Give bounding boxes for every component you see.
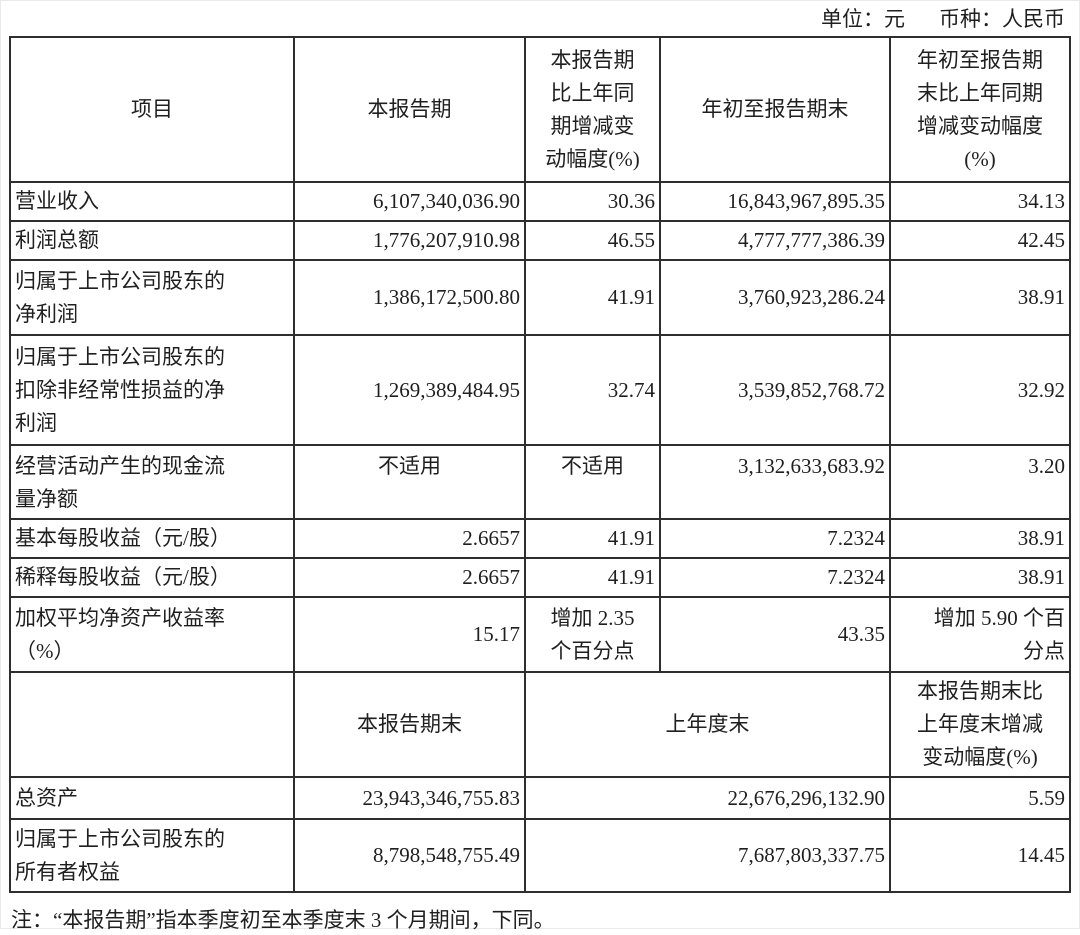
column-header-empty — [9, 671, 295, 778]
row-label: 稀释每股收益（元/股） — [9, 557, 295, 598]
row-label: 加权平均净资产收益率 （%） — [9, 596, 295, 673]
column-header-ytd: 年初至报告期末 — [659, 36, 891, 183]
unit-label: 单位：元 — [821, 7, 905, 31]
row-label: 营业收入 — [9, 181, 295, 222]
cell-value: 38.91 — [889, 518, 1071, 559]
cell-value: 1,776,207,910.98 — [293, 220, 526, 261]
cell-value: 2.6657 — [293, 518, 526, 559]
table-row: 基本每股收益（元/股） 2.6657 41.91 7.2324 38.91 — [9, 518, 1071, 559]
cell-value: 7,687,803,337.75 — [524, 818, 891, 893]
column-header-period-end-change: 本报告期末比 上年度末增减 变动幅度(%) — [889, 671, 1071, 778]
row-label: 归属于上市公司股东的 所有者权益 — [9, 818, 295, 893]
column-header-current-period: 本报告期 — [293, 36, 526, 183]
cell-value: 3,539,852,768.72 — [659, 334, 891, 446]
column-header-item: 项目 — [9, 36, 295, 183]
cell-value: 30.36 — [524, 181, 661, 222]
cell-value: 23,943,346,755.83 — [293, 776, 526, 820]
cell-value: 42.45 — [889, 220, 1071, 261]
cell-value: 增加 5.90 个百 分点 — [889, 596, 1071, 673]
table-row: 稀释每股收益（元/股） 2.6657 41.91 7.2324 38.91 — [9, 557, 1071, 598]
cell-value: 3.20 — [889, 444, 1071, 520]
cell-value: 1,386,172,500.80 — [293, 259, 526, 336]
cell-value: 14.45 — [889, 818, 1071, 893]
cell-value: 22,676,296,132.90 — [524, 776, 891, 820]
cell-value: 4,777,777,386.39 — [659, 220, 891, 261]
row-label: 归属于上市公司股东的 扣除非经常性损益的净 利润 — [9, 334, 295, 446]
cell-value: 41.91 — [524, 259, 661, 336]
cell-value: 46.55 — [524, 220, 661, 261]
cell-value: 增加 2.35 个百分点 — [524, 596, 661, 673]
cell-value: 43.35 — [659, 596, 891, 673]
cell-value: 15.17 — [293, 596, 526, 673]
row-label: 经营活动产生的现金流 量净额 — [9, 444, 295, 520]
table-header-row-1: 项目 本报告期 本报告期 比上年同 期增减变 动幅度(%) 年初至报告期末 年初… — [9, 36, 1071, 183]
cell-value: 5.59 — [889, 776, 1071, 820]
column-header-qoq-change: 本报告期 比上年同 期增减变 动幅度(%) — [524, 36, 661, 183]
cell-value: 3,760,923,286.24 — [659, 259, 891, 336]
cell-value: 41.91 — [524, 557, 661, 598]
footnote: 注：“本报告期”指本季度初至本季度末 3 个月期间，下同。 — [11, 908, 555, 932]
unit-currency-line: 单位：元 币种：人民币 — [1, 6, 1065, 32]
cell-value: 不适用 — [293, 444, 526, 520]
cell-value: 不适用 — [524, 444, 661, 520]
row-label: 利润总额 — [9, 220, 295, 261]
cell-value: 34.13 — [889, 181, 1071, 222]
row-label: 总资产 — [9, 776, 295, 820]
cell-value: 6,107,340,036.90 — [293, 181, 526, 222]
table-row: 经营活动产生的现金流 量净额 不适用 不适用 3,132,633,683.92 … — [9, 444, 1071, 520]
cell-value: 32.74 — [524, 334, 661, 446]
column-header-ytd-change: 年初至报告期 末比上年同期 增减变动幅度 (%) — [889, 36, 1071, 183]
table-row: 总资产 23,943,346,755.83 22,676,296,132.90 … — [9, 776, 1071, 820]
cell-value: 32.92 — [889, 334, 1071, 446]
cell-value: 38.91 — [889, 557, 1071, 598]
cell-value: 1,269,389,484.95 — [293, 334, 526, 446]
currency-label: 币种：人民币 — [939, 7, 1065, 31]
column-header-prior-year-end: 上年度末 — [524, 671, 891, 778]
cell-value: 2.6657 — [293, 557, 526, 598]
row-label: 基本每股收益（元/股） — [9, 518, 295, 559]
cell-value: 41.91 — [524, 518, 661, 559]
cell-value: 38.91 — [889, 259, 1071, 336]
cell-value: 16,843,967,895.35 — [659, 181, 891, 222]
key-financials-table: 项目 本报告期 本报告期 比上年同 期增减变 动幅度(%) 年初至报告期末 年初… — [9, 36, 1071, 893]
table-row: 利润总额 1,776,207,910.98 46.55 4,777,777,38… — [9, 220, 1071, 261]
table-row: 加权平均净资产收益率 （%） 15.17 增加 2.35 个百分点 43.35 … — [9, 596, 1071, 673]
table-row: 归属于上市公司股东的 扣除非经常性损益的净 利润 1,269,389,484.9… — [9, 334, 1071, 446]
table-row: 营业收入 6,107,340,036.90 30.36 16,843,967,8… — [9, 181, 1071, 222]
cell-value: 3,132,633,683.92 — [659, 444, 891, 520]
table-header-row-2: 本报告期末 上年度末 本报告期末比 上年度末增减 变动幅度(%) — [9, 671, 1071, 778]
cell-value: 7.2324 — [659, 557, 891, 598]
table-row: 归属于上市公司股东的 净利润 1,386,172,500.80 41.91 3,… — [9, 259, 1071, 336]
cell-value: 7.2324 — [659, 518, 891, 559]
table-row: 归属于上市公司股东的 所有者权益 8,798,548,755.49 7,687,… — [9, 818, 1071, 893]
cell-value: 8,798,548,755.49 — [293, 818, 526, 893]
column-header-period-end: 本报告期末 — [293, 671, 526, 778]
row-label: 归属于上市公司股东的 净利润 — [9, 259, 295, 336]
